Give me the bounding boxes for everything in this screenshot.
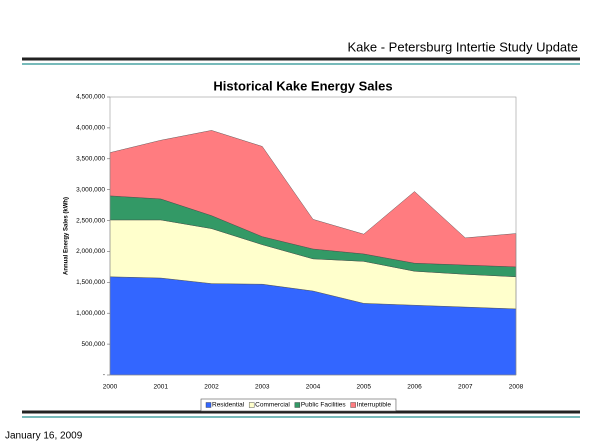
y-tick-label: 1,000,000: [76, 310, 105, 317]
x-tick-label: 2006: [407, 384, 422, 391]
legend-swatch: [248, 402, 255, 408]
y-tick-label: 3,500,000: [76, 155, 105, 162]
slide-title: Kake - Petersburg Intertie Study Update: [347, 39, 578, 54]
legend-label: Interruptible: [357, 402, 392, 409]
legend-label: Commercial: [255, 402, 290, 409]
y-axis-label: Annual Energy Sales (kWh): [64, 197, 70, 275]
y-tick-label: 500,000: [82, 341, 106, 348]
y-tick-label: 1,500,000: [76, 279, 105, 286]
legend-swatch: [350, 402, 356, 408]
y-tick-label: 4,000,000: [76, 125, 105, 132]
legend-swatch: [205, 402, 212, 408]
y-tick-label: -: [103, 372, 105, 379]
legend-swatch: [294, 402, 301, 408]
y-tick-label: 3,000,000: [76, 186, 105, 193]
legend-label: Public Facilities: [301, 402, 347, 409]
x-tick-label: 2001: [154, 384, 169, 391]
y-tick-label: 2,500,000: [76, 217, 105, 224]
chart-title: Historical Kake Energy Sales: [213, 78, 392, 93]
x-tick-label: 2004: [306, 384, 321, 391]
x-tick-label: 2008: [509, 384, 524, 391]
x-tick-label: 2007: [458, 384, 473, 391]
plot-border: [109, 96, 517, 376]
y-tick-label: 4,500,000: [76, 94, 105, 101]
x-tick-label: 2005: [357, 384, 372, 391]
x-tick-label: 2002: [204, 384, 219, 391]
y-tick-label: 2,000,000: [76, 248, 105, 255]
x-tick-label: 2000: [103, 384, 118, 391]
x-tick-label: 2003: [255, 384, 270, 391]
footer-date: January 16, 2009: [5, 431, 83, 442]
legend-label: Residential: [212, 402, 245, 409]
